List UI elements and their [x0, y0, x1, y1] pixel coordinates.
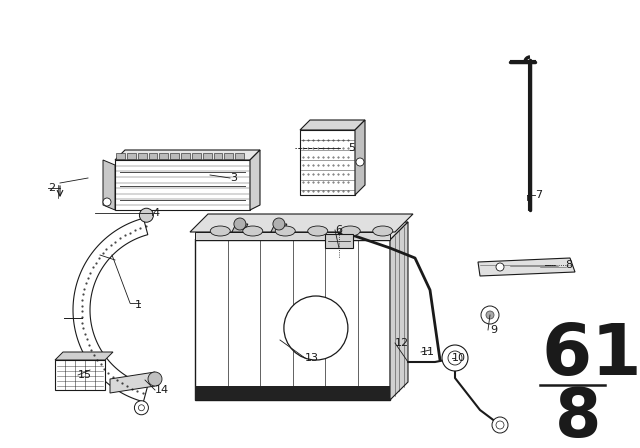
Text: 3: 3 — [230, 173, 237, 183]
Polygon shape — [195, 222, 408, 240]
Polygon shape — [271, 224, 287, 232]
Polygon shape — [190, 214, 413, 232]
Circle shape — [138, 405, 145, 411]
Text: 7: 7 — [535, 190, 542, 200]
Polygon shape — [110, 372, 155, 393]
Polygon shape — [300, 120, 365, 130]
Bar — [138, 153, 147, 159]
Ellipse shape — [372, 226, 393, 236]
Bar — [127, 153, 136, 159]
Bar — [325, 234, 353, 248]
Bar — [225, 153, 233, 159]
Bar — [195, 386, 390, 400]
Text: 5: 5 — [348, 143, 355, 153]
Circle shape — [234, 218, 246, 230]
Text: 14: 14 — [155, 385, 169, 395]
Ellipse shape — [308, 226, 328, 236]
Text: 4: 4 — [152, 208, 159, 218]
Circle shape — [496, 421, 504, 429]
Polygon shape — [103, 160, 115, 210]
Text: 8: 8 — [565, 260, 572, 270]
Bar — [116, 153, 125, 159]
Ellipse shape — [243, 226, 263, 236]
Text: 6: 6 — [335, 225, 342, 235]
Ellipse shape — [211, 226, 230, 236]
Text: 11: 11 — [421, 347, 435, 357]
Bar — [214, 153, 222, 159]
Circle shape — [103, 198, 111, 206]
Circle shape — [134, 401, 148, 415]
Circle shape — [273, 218, 285, 230]
Text: 9: 9 — [490, 325, 497, 335]
Polygon shape — [55, 352, 113, 360]
Text: 8: 8 — [555, 385, 602, 448]
Bar — [195, 232, 390, 240]
Circle shape — [442, 345, 468, 371]
Polygon shape — [478, 258, 575, 276]
Text: 2: 2 — [48, 183, 55, 193]
Bar — [203, 153, 211, 159]
Circle shape — [481, 306, 499, 324]
Bar — [170, 153, 179, 159]
Polygon shape — [250, 150, 260, 210]
Circle shape — [140, 208, 154, 222]
Circle shape — [284, 296, 348, 360]
Bar — [195, 240, 390, 400]
Polygon shape — [232, 224, 248, 232]
Circle shape — [496, 263, 504, 271]
Bar — [192, 153, 201, 159]
Polygon shape — [115, 150, 260, 160]
Circle shape — [486, 311, 494, 319]
Polygon shape — [73, 218, 148, 402]
Bar — [115, 160, 250, 210]
Text: 10: 10 — [452, 353, 466, 363]
Bar — [159, 153, 168, 159]
Bar — [55, 360, 105, 390]
Ellipse shape — [340, 226, 360, 236]
Ellipse shape — [275, 226, 295, 236]
Text: 1: 1 — [135, 300, 142, 310]
Text: 15: 15 — [78, 370, 92, 380]
Text: 61: 61 — [542, 320, 640, 389]
Bar — [181, 153, 190, 159]
Circle shape — [148, 372, 162, 386]
Polygon shape — [355, 120, 365, 195]
Bar — [148, 153, 157, 159]
Circle shape — [448, 351, 462, 365]
Text: 13: 13 — [305, 353, 319, 363]
Bar — [235, 153, 244, 159]
Polygon shape — [390, 222, 408, 400]
Circle shape — [356, 158, 364, 166]
Bar — [300, 130, 355, 195]
Text: 12: 12 — [395, 338, 409, 348]
Circle shape — [492, 417, 508, 433]
